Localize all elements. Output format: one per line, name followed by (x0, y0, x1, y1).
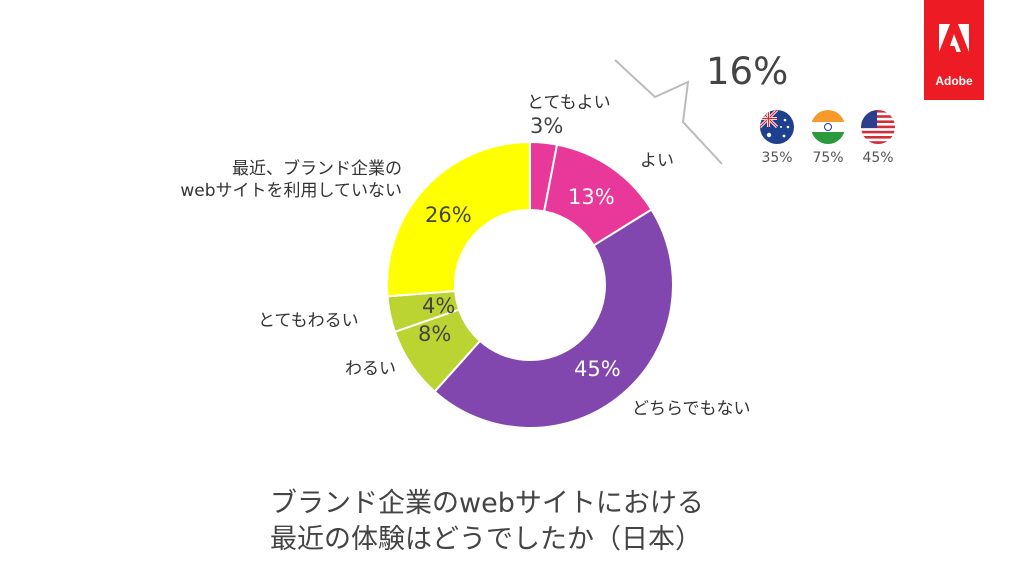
usa-flag-icon (861, 110, 895, 144)
india-flag-icon (811, 110, 845, 144)
callout-zigzag-line (614, 59, 723, 165)
australia-value: 35% (761, 150, 793, 166)
donut-slices (386, 140, 674, 429)
chart-title: ブランド企業のwebサイトにおける 最近の体験はどうでしたか（日本） (270, 486, 790, 558)
label-not-used: 最近、ブランド企業の webサイトを利用していない (180, 158, 402, 202)
label-not-used-line-2: webサイトを利用していない (180, 181, 402, 201)
usa-value: 45% (862, 150, 894, 166)
label-not-used-line-1: 最近、ブランド企業の (232, 159, 402, 179)
slice-neutral (433, 208, 674, 429)
value-very-bad: 4% (422, 294, 456, 318)
label-bad: わるい (345, 359, 396, 379)
value-bad: 8% (418, 322, 452, 346)
chart-title-line-1: ブランド企業のwebサイトにおける (270, 488, 704, 519)
label-good: よい (640, 151, 674, 171)
label-very-good: とてもよい (527, 93, 611, 113)
chart-title-line-2: 最近の体験はどうでしたか（日本） (270, 524, 702, 555)
australia-flag-icon (760, 110, 794, 144)
slice-not-used (386, 140, 531, 298)
callout-value: 16% (706, 50, 789, 93)
adobe-logo: Adobe (924, 0, 984, 100)
adobe-logo-text: Adobe (935, 74, 973, 88)
india-value: 75% (812, 150, 844, 166)
value-good: 13% (568, 185, 615, 209)
label-neutral: どちらでもない (632, 399, 751, 419)
adobe-logo-icon (939, 24, 969, 52)
value-very-good: 3% (530, 114, 564, 138)
value-neutral: 45% (574, 357, 621, 381)
label-very-bad: とてもわるい (258, 311, 359, 331)
value-not-used: 26% (425, 203, 472, 227)
